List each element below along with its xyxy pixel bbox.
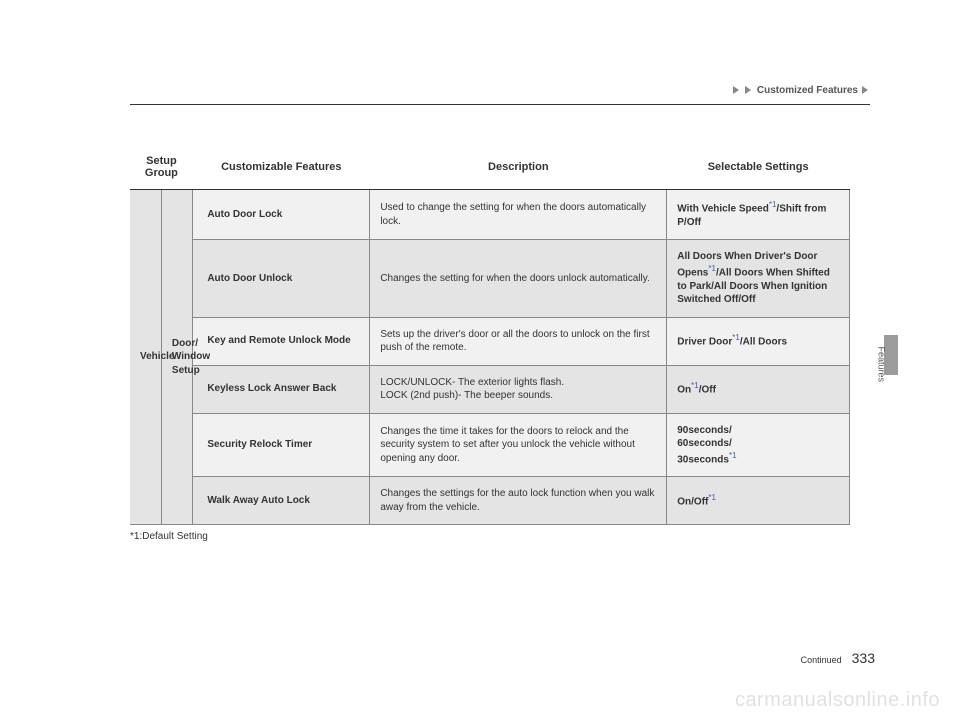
table-row: Walk Away Auto Lock Changes the settings… (130, 477, 850, 525)
divider (130, 104, 870, 105)
table-row: Auto Door Unlock Changes the setting for… (130, 240, 850, 317)
description-cell: LOCK/UNLOCK- The exterior lights flash. … (370, 365, 667, 413)
col-header-description: Description (370, 145, 667, 190)
description-cell: Sets up the driver's door or all the doo… (370, 317, 667, 365)
feature-cell: Auto Door Lock (193, 190, 370, 240)
continued-label: Continued (801, 655, 842, 665)
settings-cell: Driver Door*1/All Doors (667, 317, 850, 365)
col-header-group: Setup Group (130, 145, 193, 190)
settings-cell: All Doors When Driver's Door Opens*1/All… (667, 240, 850, 317)
settings-cell: On*1/Off (667, 365, 850, 413)
table-body: Vehicle Door/ Window Setup Auto Door Loc… (130, 190, 850, 525)
chevron-right-icon (862, 86, 870, 94)
description-cell: Used to change the setting for when the … (370, 190, 667, 240)
settings-cell: On/Off*1 (667, 477, 850, 525)
page-footer: Continued 333 (801, 650, 875, 666)
col-header-settings: Selectable Settings (667, 145, 850, 190)
feature-cell: Security Relock Timer (193, 413, 370, 477)
description-cell: Changes the settings for the auto lock f… (370, 477, 667, 525)
chevron-right-icon (733, 86, 741, 94)
side-section-label: Features (877, 346, 887, 382)
footnote: *1:Default Setting (130, 531, 870, 542)
watermark: carmanualsonline.info (735, 689, 940, 712)
table-row: Security Relock Timer Changes the time i… (130, 413, 850, 477)
table-header: Setup Group Customizable Features Descri… (130, 145, 850, 190)
table-row: Keyless Lock Answer Back LOCK/UNLOCK- Th… (130, 365, 850, 413)
settings-cell: 90seconds/60seconds/30seconds*1 (667, 413, 850, 477)
settings-cell: With Vehicle Speed*1/Shift from P/Off (667, 190, 850, 240)
chevron-right-icon (745, 86, 753, 94)
page-body: Customized Features Setup Group Customiz… (130, 80, 870, 542)
group-cell: Vehicle (130, 190, 161, 525)
description-cell: Changes the time it takes for the doors … (370, 413, 667, 477)
description-cell: Changes the setting for when the doors u… (370, 240, 667, 317)
feature-cell: Keyless Lock Answer Back (193, 365, 370, 413)
feature-cell: Auto Door Unlock (193, 240, 370, 317)
feature-cell: Key and Remote Unlock Mode (193, 317, 370, 365)
table-row: Vehicle Door/ Window Setup Auto Door Loc… (130, 190, 850, 240)
feature-cell: Walk Away Auto Lock (193, 477, 370, 525)
settings-table: Setup Group Customizable Features Descri… (130, 145, 850, 525)
page-number: 333 (852, 650, 875, 666)
breadcrumb: Customized Features (130, 80, 870, 100)
breadcrumb-label: Customized Features (757, 85, 858, 96)
table-row: Key and Remote Unlock Mode Sets up the d… (130, 317, 850, 365)
col-header-features: Customizable Features (193, 145, 370, 190)
